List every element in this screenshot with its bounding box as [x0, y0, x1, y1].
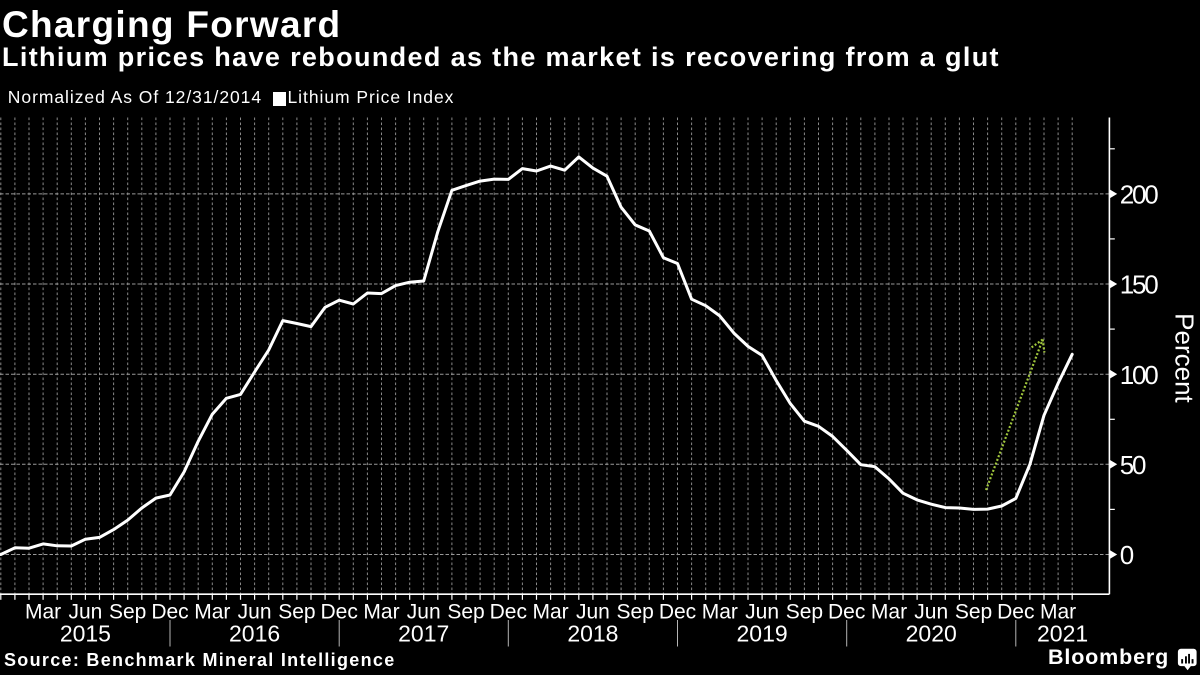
svg-text:Mar: Mar — [194, 600, 230, 623]
svg-text:50: 50 — [1120, 450, 1146, 480]
svg-text:Sep: Sep — [278, 600, 315, 623]
svg-text:0: 0 — [1120, 540, 1134, 570]
svg-text:2018: 2018 — [567, 620, 618, 646]
svg-text:Jun: Jun — [576, 600, 610, 623]
svg-text:Sep: Sep — [109, 600, 146, 623]
svg-text:Mar: Mar — [871, 600, 907, 623]
svg-text:2020: 2020 — [906, 620, 957, 646]
svg-text:Dec: Dec — [151, 600, 188, 623]
svg-text:2017: 2017 — [398, 620, 449, 646]
svg-text:Mar: Mar — [533, 600, 569, 623]
svg-text:2015: 2015 — [60, 620, 111, 646]
svg-text:Dec: Dec — [828, 600, 865, 623]
svg-text:Dec: Dec — [659, 600, 696, 623]
svg-text:Dec: Dec — [490, 600, 527, 623]
svg-text:100: 100 — [1120, 360, 1159, 390]
svg-text:Jun: Jun — [745, 600, 779, 623]
svg-text:Dec: Dec — [321, 600, 358, 623]
svg-text:Sep: Sep — [447, 600, 484, 623]
svg-text:Jun: Jun — [914, 600, 948, 623]
svg-text:150: 150 — [1120, 270, 1159, 300]
svg-text:2019: 2019 — [737, 620, 788, 646]
svg-text:Jun: Jun — [68, 600, 102, 623]
svg-text:Mar: Mar — [363, 600, 399, 623]
svg-text:Sep: Sep — [786, 600, 823, 623]
svg-text:Sep: Sep — [617, 600, 654, 623]
svg-text:Sep: Sep — [955, 600, 992, 623]
svg-text:Percent: Percent — [1170, 313, 1200, 403]
svg-text:200: 200 — [1120, 180, 1159, 210]
svg-text:Mar: Mar — [1040, 600, 1076, 623]
svg-text:Dec: Dec — [997, 600, 1034, 623]
svg-text:Mar: Mar — [702, 600, 738, 623]
svg-text:2016: 2016 — [229, 620, 280, 646]
svg-text:Jun: Jun — [238, 600, 272, 623]
svg-text:Jun: Jun — [407, 600, 441, 623]
svg-text:Mar: Mar — [25, 600, 61, 623]
svg-text:2021: 2021 — [1037, 620, 1088, 646]
